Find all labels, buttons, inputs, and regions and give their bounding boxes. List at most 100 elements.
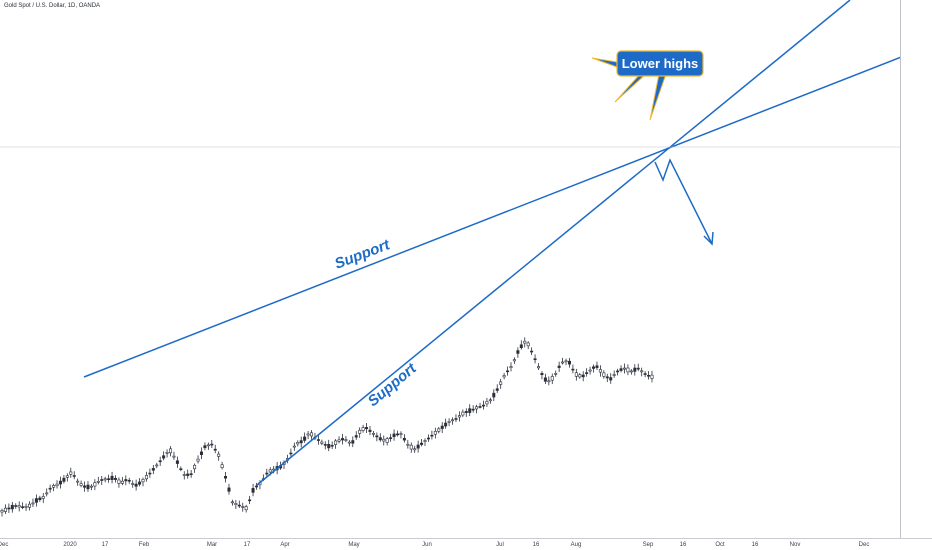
candle-body <box>268 469 272 473</box>
candle-body <box>533 358 537 361</box>
candle-body <box>547 380 551 383</box>
callout-pointer-1 <box>591 57 618 68</box>
candle-body <box>230 501 234 504</box>
x-tick-label: Nov <box>790 542 801 548</box>
candle-body <box>451 419 455 422</box>
candle-body <box>495 388 499 391</box>
candle-body <box>117 479 121 484</box>
candle-body <box>38 497 42 501</box>
candle-body <box>344 439 348 441</box>
candle-body <box>62 477 66 482</box>
candle-body <box>148 472 152 475</box>
candle-body <box>440 425 444 429</box>
candle-body <box>612 374 616 376</box>
candle-body <box>543 377 547 382</box>
candle-body <box>506 370 510 373</box>
candle-body <box>96 481 100 483</box>
candle-body <box>516 350 520 354</box>
x-tick-label: May <box>348 542 359 548</box>
candle-body <box>124 479 128 482</box>
candle-body <box>337 439 341 442</box>
x-tick-label: Apr <box>280 542 289 548</box>
candle-body <box>636 367 640 370</box>
x-tick-label: 16 <box>680 542 687 548</box>
candle-body <box>585 372 589 374</box>
candle-body <box>254 485 258 488</box>
candle-body <box>138 481 142 485</box>
candle-body <box>523 340 527 344</box>
candle-body <box>351 440 355 444</box>
candle-body <box>131 483 135 485</box>
candle-body <box>647 375 651 377</box>
candle-body <box>292 445 296 448</box>
candle-body <box>120 480 124 484</box>
candle-body <box>76 480 80 483</box>
candle-body <box>175 460 179 464</box>
candle-body <box>169 448 173 454</box>
candle-body <box>385 438 389 443</box>
candle-body <box>323 444 327 446</box>
candle-body <box>89 485 93 488</box>
candle-body <box>151 468 155 471</box>
candle-body <box>86 484 90 490</box>
candle-body <box>643 373 647 375</box>
candle-body <box>540 373 544 376</box>
candle-body <box>17 505 21 508</box>
candle-body <box>423 440 427 442</box>
x-tick-label: Dec <box>859 542 870 548</box>
candle-body <box>629 370 633 373</box>
callout-pointer-3 <box>649 73 667 121</box>
candle-body <box>299 440 303 444</box>
candle-body <box>193 464 197 470</box>
candle-body <box>10 504 14 510</box>
candle-body <box>203 445 207 449</box>
candle-body <box>162 455 166 459</box>
candle-body <box>509 366 513 368</box>
candle-body <box>251 488 255 493</box>
x-tick-label: Aug <box>571 542 582 548</box>
candle-body <box>144 475 148 480</box>
candle-body <box>289 452 293 455</box>
candle-body <box>316 439 320 441</box>
candle-body <box>189 473 193 476</box>
candle-body <box>155 464 159 467</box>
x-tick-label: 17 <box>244 542 251 548</box>
candle-body <box>244 506 248 511</box>
candle-body <box>550 376 554 381</box>
candle-body <box>347 441 351 444</box>
candle-body <box>358 429 362 434</box>
candle-body <box>371 432 375 435</box>
candle-body <box>83 485 87 488</box>
candle-body <box>340 438 344 441</box>
candle-body <box>327 444 331 449</box>
candle-body <box>220 464 224 469</box>
chart-title: Gold Spot / U.S. Dollar, 1D, OANDA <box>4 3 101 9</box>
candle-body <box>512 359 516 362</box>
candle-body <box>330 444 334 447</box>
price-scale-bg <box>900 0 932 550</box>
candle-body <box>354 435 358 438</box>
candle-body <box>475 406 479 410</box>
candle-body <box>564 360 568 363</box>
x-tick-label: Dec <box>0 542 8 548</box>
candle-body <box>581 374 585 378</box>
candle-body <box>595 365 599 368</box>
candle-body <box>179 468 183 471</box>
candle-body <box>65 475 69 478</box>
candle-body <box>481 404 485 407</box>
candle-body <box>303 436 307 441</box>
candle-body <box>127 479 131 482</box>
x-tick-label: 16 <box>752 542 759 548</box>
candle-body <box>41 496 45 499</box>
candle-body <box>24 505 28 508</box>
candle-body <box>406 443 410 446</box>
lower-support-trendline <box>256 0 851 486</box>
candle-body <box>199 451 203 455</box>
candle-body <box>134 483 138 487</box>
candle-body <box>58 480 62 485</box>
candle-body <box>55 483 59 487</box>
candle-body <box>622 367 626 370</box>
candle-body <box>396 433 400 436</box>
